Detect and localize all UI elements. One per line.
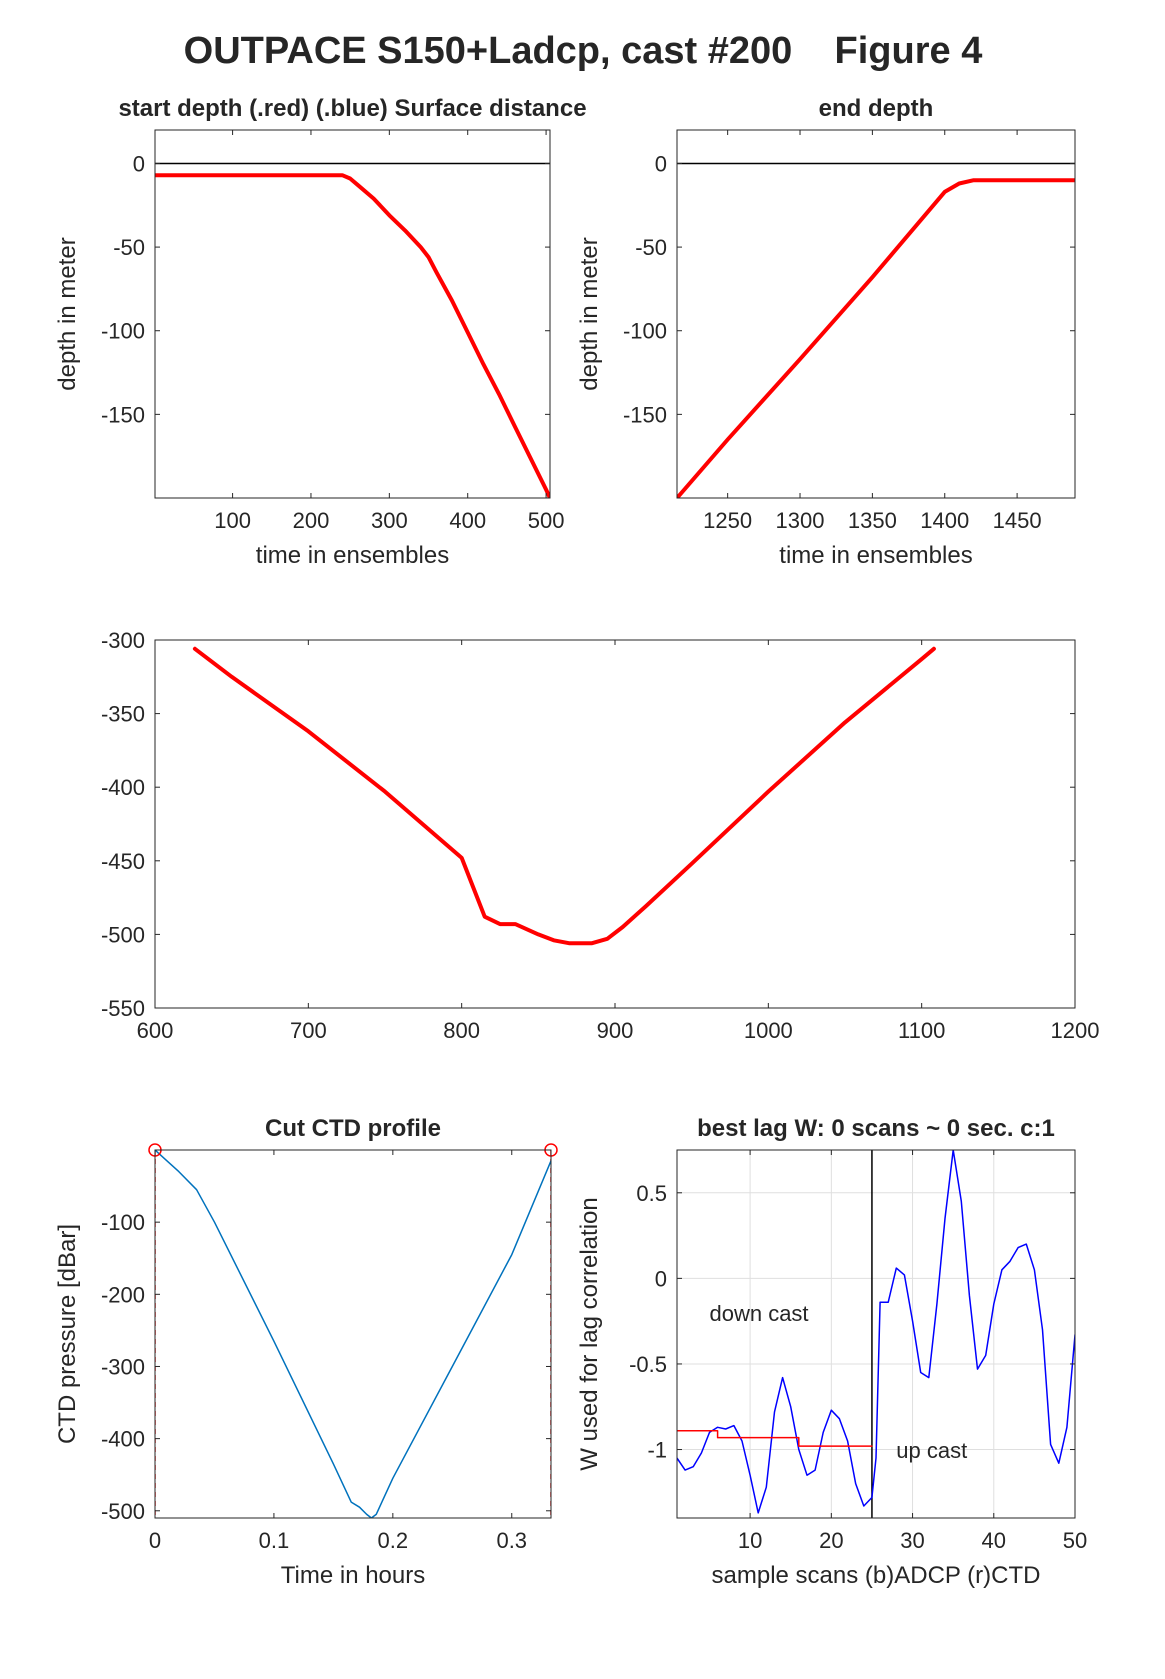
y-tick-label: -100 xyxy=(101,319,145,344)
y-tick-label: -0.5 xyxy=(629,1352,667,1377)
plot-panel-1: 100 200 300 400 500 0 -50 -100 -150 start depth (… xyxy=(54,95,587,569)
y-axis-label: W used for lag correlation xyxy=(576,1197,603,1470)
y-tick-label: -300 xyxy=(101,1354,145,1379)
x-tick-label: 0.2 xyxy=(378,1528,409,1553)
plot-panel-3: 600 700 800 900 1000 1100 1200 -300 -350 -400 -450… xyxy=(101,628,1100,1043)
x-tick-label: 1400 xyxy=(920,508,969,533)
y-tick-label: 0.5 xyxy=(636,1181,667,1206)
y-tick-label: -50 xyxy=(635,235,667,260)
x-tick-label: 100 xyxy=(214,508,251,533)
x-tick-label: 40 xyxy=(982,1528,1006,1553)
x-axis-label: time in ensembles xyxy=(779,542,972,569)
x-tick-label: 1200 xyxy=(1051,1018,1100,1043)
plot-panel-4: 0 0.1 0.2 0.3 -100 -200 -300 -400 -500 Cut CTD pr… xyxy=(54,1115,558,1589)
plot-panel-2: 1250 1300 1350 1400 1450 0 -50 -100 -150 end dept… xyxy=(576,95,1076,569)
y-axis-label: CTD pressure [dBar] xyxy=(54,1224,81,1444)
y-tick-label: 0 xyxy=(133,151,145,176)
x-tick-label: 10 xyxy=(738,1528,762,1553)
x-tick-label: 1350 xyxy=(848,508,897,533)
y-tick-label: -1 xyxy=(647,1438,667,1463)
x-axis-label: Time in hours xyxy=(281,1562,426,1589)
y-tick-label: -500 xyxy=(101,922,145,947)
axes-box xyxy=(154,1149,552,1519)
x-tick-label: 400 xyxy=(449,508,486,533)
x-tick-label: 300 xyxy=(371,508,408,533)
x-tick-label: 200 xyxy=(293,508,330,533)
x-tick-label: 1300 xyxy=(776,508,825,533)
y-tick-label: -350 xyxy=(101,702,145,727)
x-axis-label: time in ensembles xyxy=(256,542,449,569)
y-axis-label: depth in meter xyxy=(576,237,603,390)
x-axis-label: sample scans (b)ADCP (r)CTD xyxy=(712,1562,1041,1589)
plot-data xyxy=(155,1150,551,1518)
series-line-1 xyxy=(677,178,1075,498)
plot-data xyxy=(677,1150,1075,1518)
x-tick-label: 0 xyxy=(149,1528,161,1553)
annotation-label: down cast xyxy=(709,1301,808,1326)
axes-box xyxy=(676,1149,1076,1519)
figure-title: OUTPACE S150+Ladcp, cast #200 Figure 4 xyxy=(184,30,983,72)
y-tick-label: -500 xyxy=(101,1499,145,1524)
x-tick-label: 1450 xyxy=(993,508,1042,533)
plot-data xyxy=(192,646,936,946)
y-tick-label: -400 xyxy=(101,775,145,800)
axes-background xyxy=(155,640,1075,1008)
series-line-1 xyxy=(677,1150,1075,1514)
series-line-1 xyxy=(192,646,936,946)
axes-background xyxy=(677,130,1075,498)
plot-panel-5: 10 20 30 40 50 0.5 0 -0.5 -1 best lag W: 0 scans … xyxy=(576,1115,1087,1589)
axes-box xyxy=(154,129,551,499)
y-tick-label: -150 xyxy=(101,402,145,427)
plot-title: start depth (.red) (.blue) Surface dista… xyxy=(118,95,586,122)
axes-box xyxy=(676,129,1076,499)
x-tick-label: 500 xyxy=(528,508,565,533)
axes-background xyxy=(155,1150,551,1518)
y-tick-label: -150 xyxy=(623,402,667,427)
series-line-2 xyxy=(677,1429,873,1447)
x-tick-label: 800 xyxy=(443,1018,480,1043)
y-tick-label: -100 xyxy=(101,1210,145,1235)
y-tick-label: -450 xyxy=(101,849,145,874)
x-tick-label: 900 xyxy=(597,1018,634,1043)
plot-data xyxy=(677,162,1075,498)
x-tick-label: 600 xyxy=(137,1018,174,1043)
x-tick-label: 30 xyxy=(900,1528,924,1553)
x-tick-label: 0.3 xyxy=(496,1528,527,1553)
x-tick-label: 50 xyxy=(1063,1528,1087,1553)
y-axis-label: depth in meter xyxy=(54,237,81,390)
x-tick-label: 1250 xyxy=(703,508,752,533)
x-tick-label: 0.1 xyxy=(259,1528,290,1553)
axes-background xyxy=(155,130,550,498)
annotation-label: up cast xyxy=(896,1438,967,1463)
plot-title: end depth xyxy=(819,95,934,122)
y-tick-label: -300 xyxy=(101,628,145,653)
x-tick-label: 1100 xyxy=(898,1018,945,1043)
plot-title: Cut CTD profile xyxy=(265,1115,441,1142)
y-tick-label: -550 xyxy=(101,996,145,1021)
x-tick-label: 1000 xyxy=(744,1018,793,1043)
y-tick-label: -100 xyxy=(623,319,667,344)
x-tick-label: 700 xyxy=(290,1018,327,1043)
plot-title: best lag W: 0 scans ~ 0 sec. c:1 xyxy=(697,1115,1055,1142)
y-tick-label: 0 xyxy=(655,151,667,176)
y-tick-label: -400 xyxy=(101,1427,145,1452)
series-line-1 xyxy=(155,1150,551,1518)
y-tick-label: -50 xyxy=(113,235,145,260)
x-tick-label: 20 xyxy=(819,1528,843,1553)
plot-data xyxy=(155,162,550,498)
series-line-1 xyxy=(155,173,550,498)
y-tick-label: -200 xyxy=(101,1282,145,1307)
y-tick-label: 0 xyxy=(655,1266,667,1291)
